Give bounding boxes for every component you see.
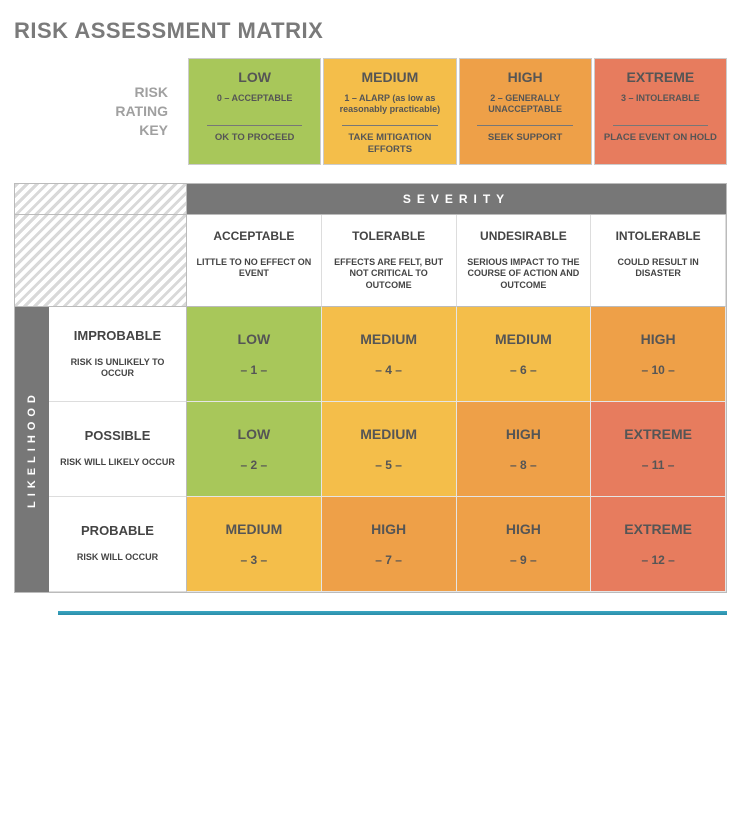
severity-col-desc: LITTLE TO NO EFFECT ON EVENT	[193, 257, 315, 280]
matrix-cell: LOW – 1 –	[187, 307, 322, 402]
severity-column-header: UNDESIRABLE SERIOUS IMPACT TO THE COURSE …	[457, 215, 592, 307]
cell-number: – 3 –	[191, 553, 317, 567]
cell-number: – 11 –	[595, 458, 721, 472]
cell-level: HIGH	[326, 521, 452, 537]
cell-level: EXTREME	[595, 426, 721, 442]
matrix-cell: MEDIUM – 3 –	[187, 497, 322, 592]
cell-level: HIGH	[461, 521, 587, 537]
key-cell-divider	[613, 125, 708, 126]
page-title: RISK ASSESSMENT MATRIX	[14, 18, 727, 44]
key-cell-action: TAKE MITIGATION EFFORTS	[330, 132, 449, 156]
cell-level: MEDIUM	[191, 521, 317, 537]
cell-number: – 12 –	[595, 553, 721, 567]
matrix-corner-hatched-tall	[15, 215, 187, 307]
likelihood-row-header: POSSIBLE RISK WILL LIKELY OCCUR	[49, 402, 187, 497]
risk-matrix: SEVERITY LIKELIHOOD ACCEPTABLE LITTLE TO …	[14, 183, 727, 593]
key-label-line: RISK	[135, 83, 168, 102]
severity-column-header: ACCEPTABLE LITTLE TO NO EFFECT ON EVENT	[187, 215, 322, 307]
key-cell-subtitle: 3 – INTOLERABLE	[621, 93, 700, 117]
key-cell-action: PLACE EVENT ON HOLD	[604, 132, 717, 144]
key-cell-divider	[477, 125, 572, 126]
key-cell-title: EXTREME	[627, 69, 695, 85]
cell-number: – 7 –	[326, 553, 452, 567]
likelihood-desc: RISK WILL OCCUR	[57, 552, 178, 564]
likelihood-desc: RISK WILL LIKELY OCCUR	[57, 457, 178, 469]
rating-key-cell: HIGH 2 – GENERALLY UNACCEPTABLE SEEK SUPPO…	[459, 58, 592, 165]
severity-col-desc: EFFECTS ARE FELT, BUT NOT CRITICAL TO OU…	[328, 257, 450, 292]
key-cell-divider	[342, 125, 437, 126]
severity-column-header: INTOLERABLE COULD RESULT IN DISASTER	[591, 215, 726, 307]
matrix-corner-hatched	[15, 184, 187, 215]
cell-number: – 8 –	[461, 458, 587, 472]
cell-number: – 2 –	[191, 458, 317, 472]
cell-number: – 5 –	[326, 458, 452, 472]
matrix-cell: MEDIUM – 6 –	[457, 307, 592, 402]
severity-col-title: UNDESIRABLE	[463, 229, 585, 243]
cell-number: – 4 –	[326, 363, 452, 377]
key-cell-subtitle: 0 – ACCEPTABLE	[217, 93, 293, 117]
cell-level: MEDIUM	[326, 426, 452, 442]
matrix-cell: HIGH – 8 –	[457, 402, 592, 497]
rating-key-cell: EXTREME 3 – INTOLERABLE PLACE EVENT ON HOL…	[594, 58, 727, 165]
key-cell-divider	[207, 125, 302, 126]
cell-number: – 6 –	[461, 363, 587, 377]
matrix-cell: EXTREME – 12 –	[591, 497, 726, 592]
matrix-cell: HIGH – 9 –	[457, 497, 592, 592]
cell-level: MEDIUM	[461, 331, 587, 347]
likelihood-header: LIKELIHOOD	[15, 307, 49, 592]
key-cell-title: HIGH	[508, 69, 543, 85]
severity-col-desc: SERIOUS IMPACT TO THE COURSE OF ACTION A…	[463, 257, 585, 292]
severity-col-desc: COULD RESULT IN DISASTER	[597, 257, 719, 280]
key-cell-action: OK TO PROCEED	[215, 132, 295, 144]
matrix-cell: HIGH – 7 –	[322, 497, 457, 592]
likelihood-title: IMPROBABLE	[57, 328, 178, 343]
key-cell-title: LOW	[238, 69, 271, 85]
matrix-cell: MEDIUM – 4 –	[322, 307, 457, 402]
matrix-cell: EXTREME – 11 –	[591, 402, 726, 497]
key-label-line: RATING	[115, 102, 168, 121]
likelihood-title: POSSIBLE	[57, 428, 178, 443]
severity-col-title: INTOLERABLE	[597, 229, 719, 243]
key-label-line: KEY	[139, 121, 168, 140]
rating-key-label: RISK RATING KEY	[14, 58, 186, 165]
severity-column-header: TOLERABLE EFFECTS ARE FELT, BUT NOT CRITI…	[322, 215, 457, 307]
key-cell-action: SEEK SUPPORT	[488, 132, 562, 144]
footer-accent-bar	[58, 611, 727, 615]
likelihood-row-header: PROBABLE RISK WILL OCCUR	[49, 497, 187, 592]
likelihood-row-header: IMPROBABLE RISK IS UNLIKELY TO OCCUR	[49, 307, 187, 402]
severity-col-title: TOLERABLE	[328, 229, 450, 243]
rating-key-cell: MEDIUM 1 – ALARP (as low as reasonably pr…	[323, 58, 456, 165]
matrix-cell: MEDIUM – 5 –	[322, 402, 457, 497]
severity-col-title: ACCEPTABLE	[193, 229, 315, 243]
cell-level: MEDIUM	[326, 331, 452, 347]
cell-level: HIGH	[461, 426, 587, 442]
likelihood-title: PROBABLE	[57, 523, 178, 538]
cell-number: – 1 –	[191, 363, 317, 377]
rating-key-cell: LOW 0 – ACCEPTABLE OK TO PROCEED	[188, 58, 321, 165]
key-cell-subtitle: 2 – GENERALLY UNACCEPTABLE	[466, 93, 585, 117]
cell-level: HIGH	[595, 331, 721, 347]
key-cell-title: MEDIUM	[361, 69, 418, 85]
cell-level: EXTREME	[595, 521, 721, 537]
cell-level: LOW	[191, 426, 317, 442]
matrix-cell: LOW – 2 –	[187, 402, 322, 497]
cell-number: – 9 –	[461, 553, 587, 567]
severity-header: SEVERITY	[187, 184, 726, 215]
cell-number: – 10 –	[595, 363, 721, 377]
rating-key-row: RISK RATING KEY LOW 0 – ACCEPTABLE OK TO P…	[14, 58, 727, 165]
likelihood-desc: RISK IS UNLIKELY TO OCCUR	[57, 357, 178, 380]
key-cell-subtitle: 1 – ALARP (as low as reasonably practica…	[330, 93, 449, 117]
cell-level: LOW	[191, 331, 317, 347]
matrix-cell: HIGH – 10 –	[591, 307, 726, 402]
